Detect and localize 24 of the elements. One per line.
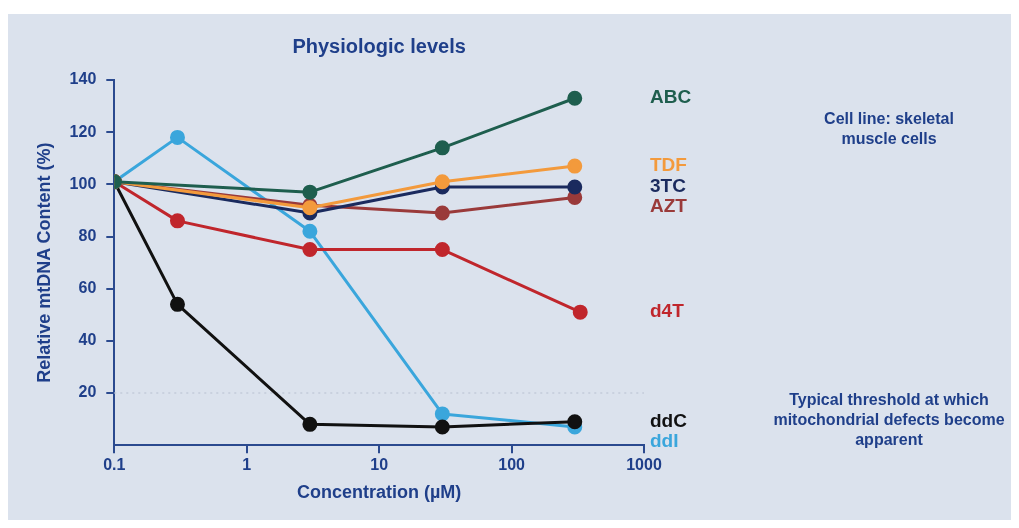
- y-axis-title: Relative mtDNA Content (%): [33, 142, 54, 383]
- x-tick-label: 1000: [626, 456, 662, 474]
- y-tick-label: 120: [69, 122, 97, 140]
- chart-title: Physiologic levels: [292, 34, 466, 57]
- x-tick-label: 1: [242, 456, 252, 474]
- text: ddI: [650, 429, 679, 451]
- x-tick-label: 0.1: [103, 456, 126, 474]
- text: 3TC: [650, 175, 687, 197]
- y-tick-label: 20: [78, 383, 97, 401]
- text: ABC: [650, 86, 692, 108]
- x-tick-label: 10: [370, 456, 389, 474]
- text: Cell line: skeletal muscle cells: [824, 110, 954, 148]
- y-tick-label: 60: [78, 279, 97, 297]
- x-tick-label: 100: [498, 456, 526, 474]
- text: Typical threshold at which mitochondrial defects become apparent: [773, 390, 1005, 448]
- text: TDF: [650, 154, 687, 176]
- text: ddC: [650, 409, 688, 431]
- text: d4T: [650, 300, 685, 322]
- y-tick-label: 40: [78, 331, 97, 349]
- x-axis-title: Concentration (µM): [296, 482, 462, 503]
- text: AZT: [650, 195, 688, 217]
- y-tick-label: 100: [69, 174, 97, 192]
- y-tick-label: 80: [78, 226, 97, 244]
- y-tick-label: 140: [69, 70, 97, 88]
